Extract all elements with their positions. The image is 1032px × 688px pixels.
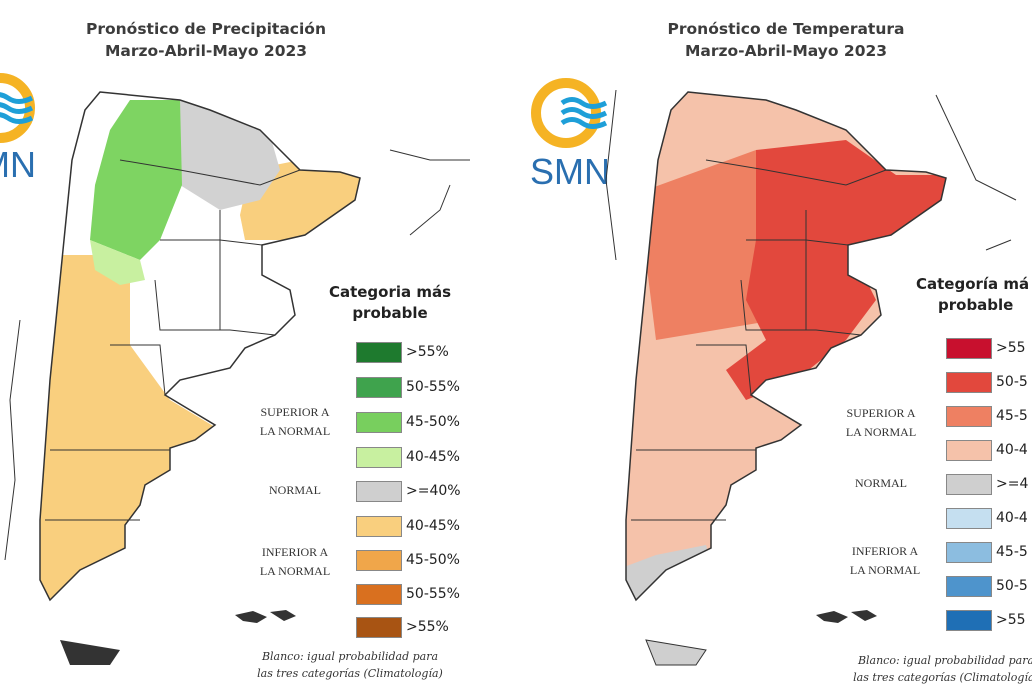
category-superior-line2: LA NORMAL: [259, 424, 331, 438]
category-superior-line1: SUPERIOR A: [260, 405, 330, 419]
legend-label: >55%: [406, 619, 449, 635]
map-title: Pronóstico de Temperatura Marzo-Abril-Ma…: [616, 18, 956, 62]
above-normal-light-region: [90, 240, 145, 285]
category-inferior-line1: INFERIOR A: [261, 545, 329, 559]
category-inferior-line1: INFERIOR A: [851, 544, 919, 558]
legend-label: >55%: [406, 344, 449, 360]
legend-label: 45-50%: [406, 552, 460, 568]
precipitation-map: [4, 91, 470, 665]
map-title: Pronóstico de Precipitación Marzo-Abril-…: [36, 18, 376, 62]
smn-logo: SMN: [0, 70, 50, 185]
legend-swatch-blue-50: [946, 576, 992, 597]
temperature-forecast-panel: Pronóstico de Temperatura Marzo-Abril-Ma…: [516, 0, 1032, 688]
category-normal: NORMAL: [268, 483, 321, 497]
legend-title-line1: Categoria más: [328, 283, 452, 301]
legend-swatch-green-55: [356, 342, 402, 363]
category-inferior: INFERIOR A LA NORMAL: [830, 542, 940, 580]
legend-label: 40-4: [996, 442, 1028, 458]
legend-label: 40-4: [996, 510, 1028, 526]
legend-label: 45-50%: [406, 414, 460, 430]
legend-swatch-orange-55: [356, 617, 402, 638]
legend-swatch-blue-45: [946, 542, 992, 563]
legend-note-line2: las tres categorías (Climatología): [853, 671, 1032, 684]
legend-label: >=4: [996, 476, 1029, 492]
above-normal-50-region: [726, 140, 946, 400]
category-normal: NORMAL: [854, 476, 907, 490]
tierra-del-fuego: [645, 639, 707, 666]
precipitation-forecast-panel: Pronóstico de Precipitación Marzo-Abril-…: [0, 18, 500, 682]
legend-note: Blanco: igual probabilidad para las tres…: [796, 652, 1032, 686]
smn-logo-text: SMN: [0, 144, 36, 185]
legend-swatch-red-40: [946, 440, 992, 461]
category-superior-line2: LA NORMAL: [845, 425, 917, 439]
legend-title-line2: probable: [938, 296, 1014, 314]
category-superior-line1: SUPERIOR A: [846, 406, 916, 420]
legend-label: 45-5: [996, 544, 1028, 560]
legend-note-line2: las tres categorías (Climatología): [257, 667, 443, 680]
legend-swatch-orange-50: [356, 584, 402, 605]
legend-note-line1: Blanco: igual probabilidad para: [261, 650, 439, 663]
category-superior: SUPERIOR A LA NORMAL: [826, 404, 936, 442]
smn-logo-text: SMN: [530, 151, 610, 192]
malvinas-islands: [816, 610, 877, 623]
smn-logo-icon: [531, 78, 608, 148]
legend-label: >=40%: [406, 483, 461, 499]
smn-logo-icon: [0, 73, 35, 143]
category-inferior: INFERIOR A LA NORMAL: [240, 543, 350, 581]
legend-title: Categoria más probable: [290, 282, 490, 324]
smn-logo: SMN: [528, 75, 638, 195]
legend-swatch-orange-45: [356, 550, 402, 571]
above-normal-region-northwest: [90, 100, 182, 260]
legend-label: 40-45%: [406, 449, 460, 465]
legend-swatch-green-50: [356, 377, 402, 398]
legend-swatch-blue-40: [946, 508, 992, 529]
province-borders: [631, 159, 887, 521]
category-inferior-line2: LA NORMAL: [849, 563, 921, 577]
legend-title: Categoría má probable: [916, 274, 1032, 316]
legend-swatch-orange-40: [356, 516, 402, 537]
legend-swatch-normal: [356, 481, 402, 502]
legend-swatch-normal: [946, 474, 992, 495]
below-normal-region-south: [40, 255, 220, 600]
legend-label: 50-5: [996, 374, 1028, 390]
legend-swatch-red-45: [946, 406, 992, 427]
legend-label: 50-55%: [406, 586, 460, 602]
normal-region-north: [175, 100, 280, 210]
temperature-map: [605, 89, 1017, 666]
legend-swatch-blue-55: [946, 610, 992, 631]
legend-note: Blanco: igual probabilidad para las tres…: [200, 648, 500, 682]
legend-label: >55: [996, 340, 1026, 356]
map-title-line1: Pronóstico de Precipitación: [85, 20, 326, 38]
legend-swatch-red-50: [946, 372, 992, 393]
category-superior: SUPERIOR A LA NORMAL: [240, 403, 350, 441]
legend-swatch-green-45: [356, 412, 402, 433]
map-title-line1: Pronóstico de Temperatura: [667, 20, 905, 38]
map-title-line2: Marzo-Abril-Mayo 2023: [684, 42, 888, 60]
legend-swatch-red-55: [946, 338, 992, 359]
category-inferior-line2: LA NORMAL: [259, 564, 331, 578]
map-title-line2: Marzo-Abril-Mayo 2023: [104, 42, 308, 60]
province-borders: [45, 159, 301, 521]
tierra-del-fuego: [60, 640, 120, 665]
legend-label: 40-45%: [406, 518, 460, 534]
argentina-map: [4, 91, 470, 665]
legend-label: 50-5: [996, 578, 1028, 594]
legend-note-line1: Blanco: igual probabilidad para: [857, 654, 1032, 667]
legend-label: 50-55%: [406, 379, 460, 395]
legend-title-line1: Categoría má: [916, 275, 1030, 293]
legend-swatch-green-40: [356, 447, 402, 468]
malvinas-islands: [235, 610, 296, 623]
legend-label: >55: [996, 612, 1026, 628]
legend-label: 45-5: [996, 408, 1028, 424]
legend-title-line2: probable: [352, 304, 428, 322]
